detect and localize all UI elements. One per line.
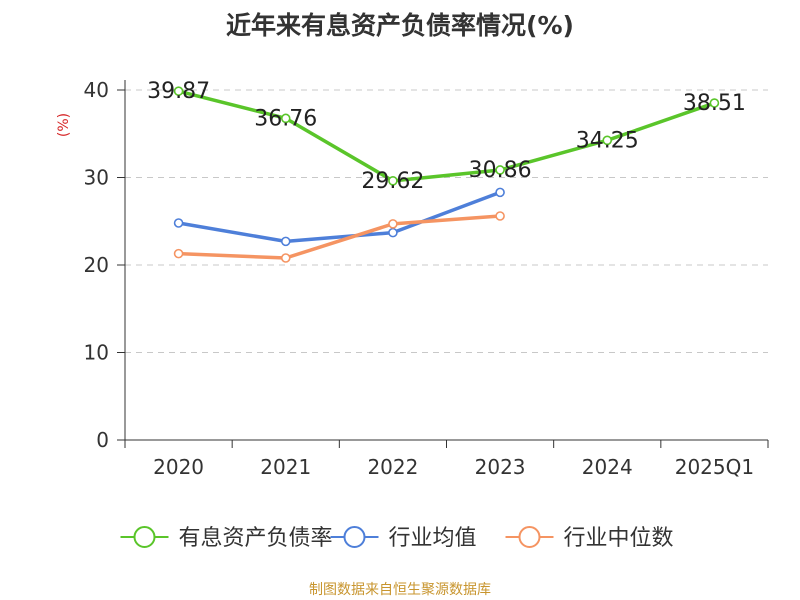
data-point: [280, 113, 291, 124]
series-line-1: [178, 190, 501, 244]
x-tick-label: 2020: [153, 455, 204, 479]
x-tick-label: 2021: [260, 455, 311, 479]
x-tick-label: 2025Q1: [675, 455, 754, 479]
data-point: [280, 236, 291, 247]
series-line-0: [178, 89, 715, 183]
data-point: [495, 187, 505, 198]
data-label: 34.25: [576, 128, 639, 153]
data-label: 30.86: [469, 158, 532, 183]
chart-title: 近年来有息资产负债率情况(%): [226, 11, 574, 40]
data-point: [388, 176, 398, 186]
data-point: [173, 248, 184, 259]
legend-swatch-marker: [518, 526, 541, 548]
legend-label: 行业均值: [389, 526, 477, 551]
data-point: [388, 227, 398, 238]
y-tick-label: 30: [84, 166, 109, 190]
legend-swatch-marker: [133, 526, 156, 548]
y-tick-label: 20: [84, 253, 109, 277]
data-point: [280, 253, 291, 263]
data-point: [388, 219, 398, 229]
x-tick-label: 2024: [582, 455, 633, 479]
data-label: 39.87: [147, 79, 210, 104]
legend-swatch-marker: [343, 526, 366, 548]
data-point: [173, 86, 184, 96]
y-tick-label: 0: [96, 428, 109, 452]
legend-label: 行业中位数: [564, 526, 674, 551]
y-axis-label: (%): [56, 113, 72, 137]
legend-label: 有息资产负债率: [179, 526, 333, 551]
y-tick-label: 40: [84, 78, 109, 102]
data-point: [495, 165, 505, 175]
data-point: [173, 218, 184, 228]
data-point: [709, 98, 720, 108]
data-label: 29.62: [361, 169, 424, 194]
data-label: 36.76: [254, 106, 317, 131]
data-label: 38.51: [683, 91, 746, 116]
data-point: [602, 135, 613, 146]
x-tick-label: 2022: [367, 455, 418, 479]
x-tick-label: 2023: [475, 455, 526, 479]
data-point: [495, 211, 505, 221]
series-line-2: [178, 214, 501, 260]
y-tick-label: 10: [84, 341, 109, 365]
source-watermark: 制图数据来自恒生聚源数据库: [309, 582, 491, 598]
